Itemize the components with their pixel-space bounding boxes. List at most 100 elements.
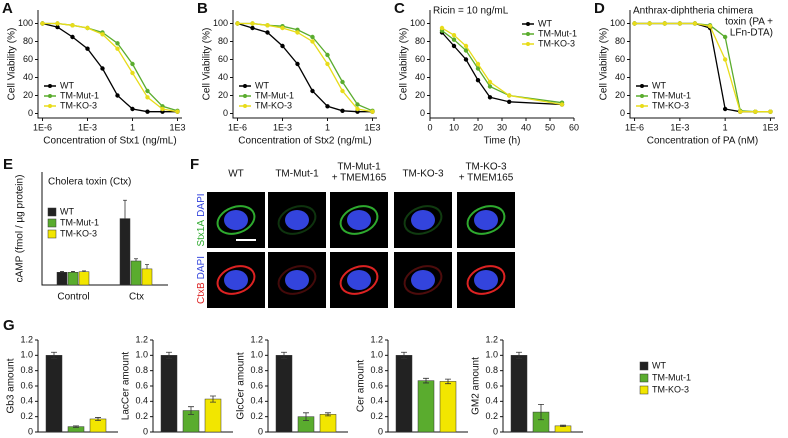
legend-marker [243,84,247,88]
data-point [662,21,667,26]
panel-label: F [190,156,199,173]
data-point [340,108,345,114]
data-point [70,23,75,28]
x-tick-label: Ctx [129,292,144,303]
y-tick-label: 0.6 [485,380,498,390]
y-tick-label: 100 [610,18,625,28]
x-axis-label: Concentration of Stx1 (ng/mL) [43,136,176,147]
y-tick-label: 1.2 [20,334,33,344]
row-stain: DAPI [196,193,207,216]
data-point [100,32,105,37]
error-bar [188,406,194,415]
y-tick-label: 0.8 [370,365,383,375]
x-tick-label: 20 [473,122,483,132]
panel-label: A [2,0,13,17]
y-tick-label: 0 [28,426,33,436]
nucleus [347,270,371,290]
legend-marker [526,42,530,46]
data-point [310,34,315,40]
legend-label: TM-Mut-1 [652,90,691,100]
y-tick-label: 40 [218,72,228,82]
y-tick-label: 60 [23,54,33,64]
row-stain: DAPI [196,256,207,279]
error-bar [166,351,172,359]
data-point [463,57,469,62]
y-axis-label: GM2 amount [471,357,482,415]
column-header: TM-KO-3 [402,169,444,180]
x-tick-label: 1 [130,122,135,132]
panel-label: G [3,317,15,334]
y-tick-label: 100 [410,18,425,28]
data-point [130,106,135,112]
data-point [145,109,150,114]
x-axis-label: Concentration of PA (nM) [647,136,759,147]
y-tick-label: 0.4 [485,396,498,406]
legend-label: TM-KO-3 [60,100,97,110]
error-bar [516,351,522,359]
x-tick-label: 50 [545,122,555,132]
y-tick-label: 100 [213,18,228,28]
legend-label: TM-Mut-1 [60,90,99,100]
y-tick-label: 0.2 [20,411,33,421]
y-tick-label: 0 [258,426,263,436]
data-point [265,30,270,35]
data-point [100,66,105,71]
data-point [310,39,315,44]
data-point [451,37,457,42]
y-tick-label: 1.0 [135,350,148,360]
y-tick-label: 1.0 [250,350,263,360]
data-point [370,109,375,114]
data-point [160,106,165,112]
x-axis-label: Concentration of Stx2 (ng/mL) [238,136,371,147]
cell-outline [277,265,317,295]
nucleus [411,270,435,290]
legend-label: WT [60,206,74,216]
y-tick-label: 100 [18,18,33,28]
column-header: TM-Mut-1 [275,169,319,180]
error-bar [401,351,407,359]
legend-marker [48,104,52,108]
data-point [451,43,457,49]
data-point [325,52,330,58]
y-tick-label: 40 [615,72,625,82]
y-axis-label: Cell Viability (%) [599,28,610,101]
legend-marker [243,94,247,98]
data-point [40,21,45,26]
data-point [340,88,345,94]
bar [119,218,131,286]
data-point [325,61,330,67]
error-bar [325,412,331,417]
y-tick-label: 0.8 [250,365,263,375]
y-tick-label: 0.6 [20,380,33,390]
legend-swatch [47,218,57,228]
y-tick-label: 80 [415,36,425,46]
legend-swatch [639,385,649,395]
y-tick-label: 0.2 [370,411,383,421]
nucleus [347,210,371,230]
data-point [130,70,135,76]
error-bar [303,412,309,421]
legend-marker [640,84,644,88]
y-tick-label: 0.4 [135,396,148,406]
data-point [475,66,481,71]
y-tick-label: 0 [420,108,425,118]
error-bar [73,425,79,428]
data-point [115,41,120,46]
x-tick-label: 1E-6 [33,122,52,132]
x-axis-label: Time (h) [484,136,521,147]
x-tick-label: 0 [427,122,432,132]
y-tick-label: 0 [223,108,228,118]
nucleus [411,210,435,230]
axes [37,10,182,119]
data-point [130,61,135,67]
data-point [738,109,743,114]
data-point [85,25,90,31]
legend-label: TM-KO-3 [652,384,689,394]
y-tick-label: 60 [415,54,425,64]
error-bar [95,417,101,421]
y-tick-label: 40 [415,72,425,82]
y-tick-label: 60 [218,54,228,64]
legend-swatch [639,373,649,383]
y-tick-label: 0.4 [20,396,33,406]
